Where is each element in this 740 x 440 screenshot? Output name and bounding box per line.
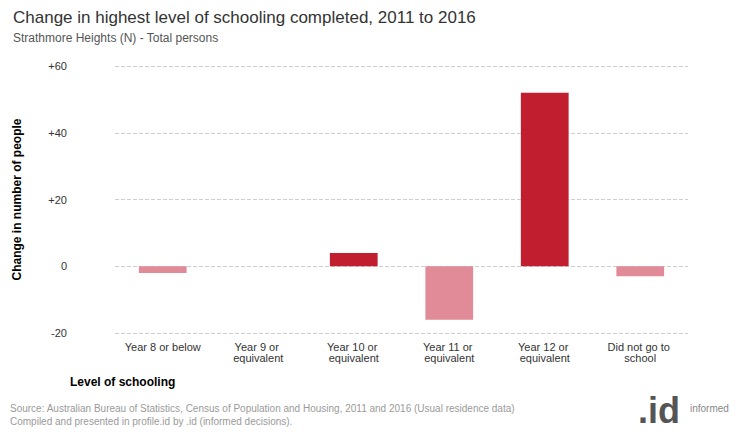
svg-text:Year 10 or: Year 10 or [327,340,381,353]
svg-text:+40: +40 [48,127,67,139]
svg-text:Year 8 or below: Year 8 or below [125,341,201,353]
svg-text:Compiled and presented in prof: Compiled and presented in profile.id by … [10,416,292,427]
svg-text:equivalent: equivalent [520,352,570,364]
svg-text:Year 11 or: Year 11 or [423,340,476,353]
svg-text:Strathmore Heights (N) - Total: Strathmore Heights (N) - Total persons [13,31,218,45]
svg-text:Year 9 or: Year 9 or [234,340,282,353]
svg-text:equivalent: equivalent [233,352,283,364]
svg-text:Change in number of people: Change in number of people [10,118,24,280]
svg-text:.id: .id [638,390,680,431]
svg-text:0: 0 [61,260,67,272]
svg-text:Level of schooling: Level of schooling [70,375,175,389]
svg-text:Year 12 or: Year 12 or [518,340,572,353]
svg-text:Source: Australian Bureau of S: Source: Australian Bureau of Statistics,… [10,403,515,414]
svg-text:+60: +60 [48,60,67,72]
svg-text:informed: informed [690,403,729,414]
svg-text:equivalent: equivalent [329,352,379,364]
svg-text:school: school [624,352,656,364]
svg-text:Change in highest level of sch: Change in highest level of schooling com… [13,8,476,27]
svg-text:+20: +20 [48,194,67,206]
svg-text:-20: -20 [51,327,67,339]
svg-text:Did not go to: Did not go to [607,340,673,353]
svg-text:equivalent: equivalent [424,352,474,364]
